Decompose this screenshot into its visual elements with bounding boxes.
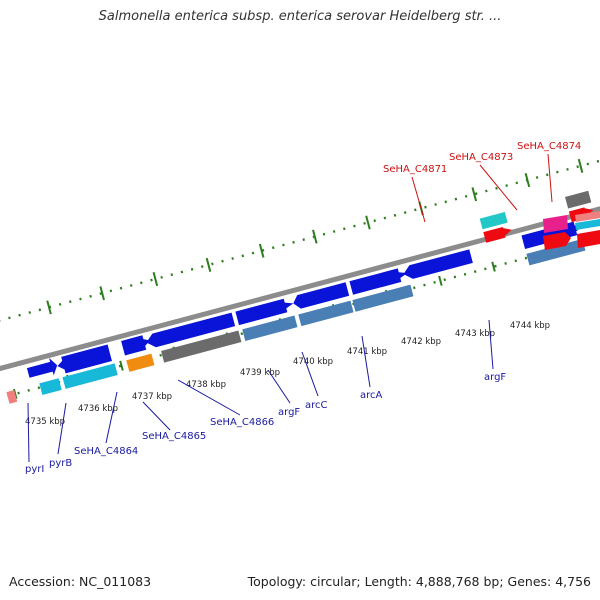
tick-label-4736: 4736 kbp <box>78 404 118 414</box>
major-tick <box>258 243 265 258</box>
gene-arrow-red-right[interactable] <box>577 230 600 248</box>
gene-block-SeHA_C4871-teal[interactable] <box>479 211 508 230</box>
map-track <box>0 157 600 404</box>
genome-backbone <box>0 196 600 377</box>
gene-block-salmon-right[interactable] <box>575 211 600 222</box>
leader-argF-2 <box>488 319 494 370</box>
reverse-gene-row <box>6 238 586 404</box>
gene-arrow-SeHA_C4864[interactable] <box>121 334 152 356</box>
gene-label-layer: pyrI pyrB SeHA_C4864 SeHA_C4865 SeHA_C48… <box>25 372 506 475</box>
gene-label-pyrB[interactable]: pyrB <box>49 458 72 469</box>
major-tick <box>46 300 52 315</box>
gene-arrow-pyrI[interactable] <box>26 356 60 381</box>
tick-label-4742: 4742 kbp <box>401 337 441 347</box>
upper-major-ticks <box>46 158 584 315</box>
tick-label-4740: 4740 kbp <box>293 357 333 367</box>
gene-label-SeHA_C4866[interactable]: SeHA_C4866 <box>210 417 274 428</box>
leader-SeHA_C4873 <box>479 164 518 211</box>
gene-block-cyan-2[interactable] <box>62 363 118 389</box>
gene-block-SeHA_C4873-grey[interactable] <box>565 190 592 209</box>
gene-label-SeHA_C4874[interactable]: SeHA_C4874 <box>517 141 581 152</box>
leader-SeHA_C4864 <box>105 391 118 444</box>
leader-arcC <box>301 351 319 397</box>
gene-arrow-argF-1[interactable] <box>291 282 350 310</box>
tick-label-4744: 4744 kbp <box>510 321 550 331</box>
major-tick <box>152 272 159 287</box>
major-tick <box>438 275 443 286</box>
tick-label-4737: 4737 kbp <box>132 392 172 402</box>
gene-arrow-SeHA_C4874-red[interactable] <box>543 232 571 250</box>
leader-arcA <box>361 335 371 388</box>
major-tick <box>577 158 584 173</box>
map-title: Salmonella enterica subsp. enterica sero… <box>98 9 502 24</box>
tick-label-4735: 4735 kbp <box>25 417 65 427</box>
tick-label-4743: 4743 kbp <box>455 329 495 339</box>
major-tick <box>205 257 212 272</box>
gene-block-argF-2-steel[interactable] <box>526 238 586 266</box>
gene-block-SeHA_C4865-grey[interactable] <box>161 330 242 363</box>
tick-label-4739: 4739 kbp <box>240 368 280 378</box>
right-edge-genes <box>543 211 600 250</box>
leader-SeHA_C4866 <box>177 379 241 416</box>
tick-label-4741: 4741 kbp <box>347 347 387 357</box>
gene-block-cyan-right[interactable] <box>575 219 600 230</box>
leader-pyrB <box>57 402 67 455</box>
major-tick <box>491 261 496 272</box>
gene-arrow-arcC[interactable] <box>349 266 409 295</box>
gene-block-argF-1-steel[interactable] <box>298 300 354 327</box>
gene-arrow-arcA[interactable] <box>402 249 473 281</box>
gene-arrow-SeHA_C4865[interactable] <box>145 312 236 350</box>
gene-label-argF-2[interactable]: argF <box>484 372 506 383</box>
gene-block-salmon-left[interactable] <box>6 390 18 404</box>
major-tick <box>12 388 18 400</box>
gene-label-SeHA_C4871[interactable]: SeHA_C4871 <box>383 164 447 175</box>
major-tick <box>365 215 371 230</box>
leader-argF-1 <box>267 369 291 404</box>
major-tick <box>524 173 531 188</box>
gene-block-arcC-steel[interactable] <box>352 284 414 312</box>
accession-label: Accession: NC_011083 <box>9 574 152 589</box>
tick-label-layer: 4735 kbp 4736 kbp 4737 kbp 4738 kbp 4739… <box>25 321 550 427</box>
gene-label-SeHA_C4864[interactable]: SeHA_C4864 <box>74 446 138 457</box>
gene-label-arcA[interactable]: arcA <box>360 390 383 401</box>
gene-label-SeHA_C4873[interactable]: SeHA_C4873 <box>449 152 513 163</box>
gene-label-argF-1[interactable]: argF <box>278 407 300 418</box>
topology-label: Topology: circular; Length: 4,888,768 bp… <box>247 574 591 589</box>
leader-pyrI <box>27 402 30 463</box>
leader-SeHA_C4865 <box>142 401 171 431</box>
major-tick <box>312 229 318 244</box>
gene-block-pyrB-cyan[interactable] <box>39 378 62 396</box>
gene-arrow-SeHA_C4866[interactable] <box>235 297 295 326</box>
gene-label-SeHA_C4865[interactable]: SeHA_C4865 <box>142 431 206 442</box>
gene-label-layer-red: SeHA_C4871 SeHA_C4873 SeHA_C4874 <box>383 141 581 175</box>
major-tick <box>471 187 478 202</box>
leader-lines <box>27 319 494 463</box>
gene-label-pyrI[interactable]: pyrI <box>25 464 44 475</box>
leader-SeHA_C4874 <box>547 153 553 203</box>
leader-lines-red <box>411 153 553 223</box>
gene-arrow-pyrB[interactable] <box>55 344 112 375</box>
tick-label-4738: 4738 kbp <box>186 380 226 390</box>
major-tick <box>119 360 124 371</box>
gene-arrow-SeHA_C4874-pink[interactable] <box>543 215 568 233</box>
major-tick <box>99 286 105 301</box>
gene-label-arcC[interactable]: arcC <box>305 400 328 411</box>
upper-tick-row <box>0 157 600 325</box>
gene-block-SeHA_C4864-orange[interactable] <box>126 353 155 372</box>
gene-arrow-SeHA_C4871-red[interactable] <box>483 225 513 243</box>
gene-block-SeHA_C4866-steel[interactable] <box>242 315 298 342</box>
leader-SeHA_C4871 <box>411 176 426 223</box>
